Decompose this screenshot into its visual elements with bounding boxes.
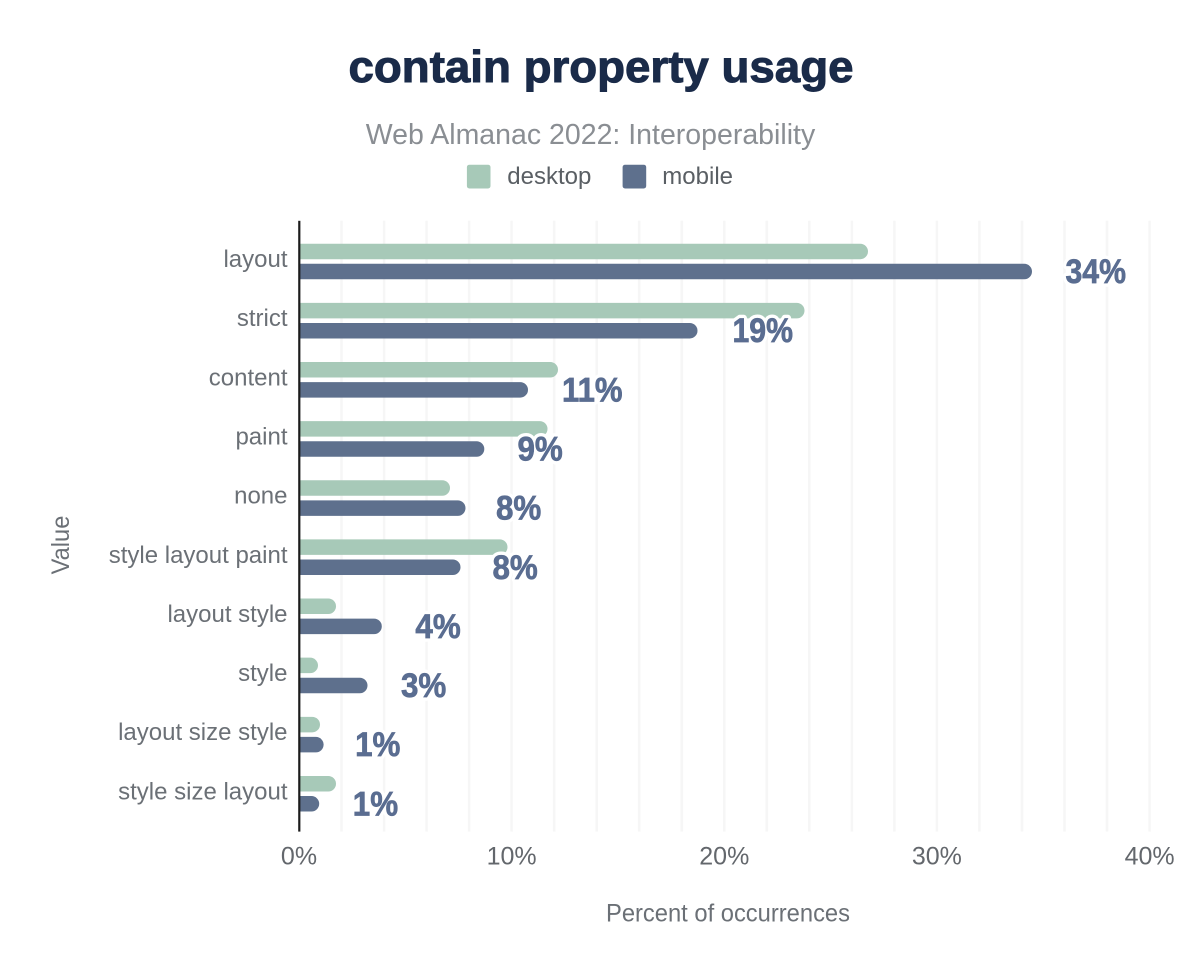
svg-text:8%: 8% [493, 549, 538, 587]
svg-text:8%: 8% [496, 490, 541, 528]
svg-text:1%: 1% [353, 785, 398, 823]
svg-text:19%: 19% [733, 312, 794, 350]
svg-text:Web Almanac 2022: Interoperabi: Web Almanac 2022: Interoperability [366, 119, 816, 151]
svg-text:3%: 3% [401, 667, 446, 705]
svg-text:content: content [209, 364, 288, 391]
svg-text:mobile: mobile [662, 163, 733, 190]
svg-text:paint: paint [235, 424, 287, 451]
svg-text:Percent of occurrences: Percent of occurrences [606, 900, 850, 928]
svg-text:30%: 30% [912, 843, 962, 871]
svg-text:10%: 10% [487, 843, 537, 871]
svg-text:1%: 1% [353, 785, 398, 823]
svg-text:1%: 1% [355, 726, 400, 764]
svg-text:1%: 1% [355, 726, 400, 764]
svg-text:9%: 9% [518, 431, 563, 469]
svg-text:3%: 3% [401, 667, 446, 705]
svg-text:style size layout: style size layout [118, 778, 288, 805]
svg-text:11%: 11% [562, 371, 623, 409]
svg-text:layout style: layout style [167, 601, 287, 628]
svg-text:4%: 4% [415, 608, 460, 646]
svg-text:4%: 4% [415, 608, 460, 646]
svg-text:layout: layout [223, 246, 287, 273]
svg-text:style: style [238, 660, 287, 687]
svg-text:desktop: desktop [507, 163, 591, 190]
svg-text:34%: 34% [1066, 253, 1127, 291]
svg-text:0%: 0% [281, 843, 317, 871]
svg-text:8%: 8% [496, 490, 541, 528]
svg-text:8%: 8% [493, 549, 538, 587]
svg-text:strict: strict [237, 305, 288, 332]
svg-text:19%: 19% [733, 312, 794, 350]
svg-text:Value: Value [47, 516, 75, 575]
svg-text:11%: 11% [562, 371, 623, 409]
svg-text:layout size style: layout size style [118, 719, 287, 746]
svg-text:none: none [234, 483, 287, 510]
svg-text:style layout paint: style layout paint [109, 542, 288, 569]
svg-text:34%: 34% [1066, 253, 1127, 291]
svg-text:20%: 20% [699, 843, 749, 871]
svg-text:9%: 9% [518, 431, 563, 469]
svg-text:contain property usage: contain property usage [349, 43, 854, 92]
svg-text:40%: 40% [1125, 843, 1175, 871]
